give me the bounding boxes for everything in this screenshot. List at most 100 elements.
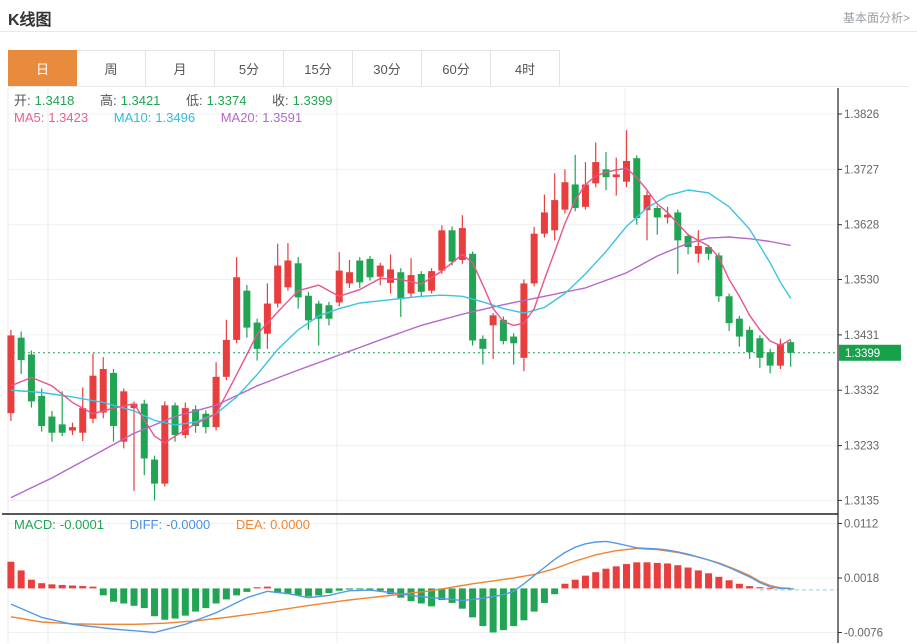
candle xyxy=(294,263,302,298)
candle xyxy=(7,335,15,414)
candle xyxy=(540,212,548,234)
candle xyxy=(561,182,569,210)
candle xyxy=(469,253,477,341)
tab-month[interactable]: 月 xyxy=(146,50,215,87)
macd-bar xyxy=(181,588,189,616)
macd-bar xyxy=(140,588,148,609)
macd-bar xyxy=(233,588,241,596)
macd-bar xyxy=(110,588,117,602)
dea-value: 0.0000 xyxy=(270,517,310,532)
candle xyxy=(746,329,754,353)
candle xyxy=(520,283,528,358)
page-title: K线图 xyxy=(8,12,52,29)
tab-week[interactable]: 周 xyxy=(77,50,146,87)
candle xyxy=(79,408,87,433)
candle xyxy=(407,275,415,294)
candle xyxy=(335,270,343,303)
price-axis-label: 1.3431 xyxy=(844,330,879,342)
tab-15min[interactable]: 15分 xyxy=(284,50,353,87)
macd-legend: MACD: -0.0001 DIFF: -0.0000 DEA: 0.0000 xyxy=(14,517,314,532)
macd-bar xyxy=(48,584,56,589)
macd-bar xyxy=(294,588,302,596)
macd-bar xyxy=(243,588,251,592)
tab-30min[interactable]: 30分 xyxy=(353,50,422,87)
tab-5min[interactable]: 5分 xyxy=(215,50,284,87)
macd-bar xyxy=(756,587,764,589)
current-price-badge-label: 1.3399 xyxy=(845,348,880,360)
macd-bar xyxy=(222,588,230,600)
macd-bar xyxy=(58,584,66,589)
candle xyxy=(715,255,723,297)
macd-bar xyxy=(479,588,487,627)
macd-bar xyxy=(212,588,220,604)
candle xyxy=(58,424,66,433)
tab-60min[interactable]: 60分 xyxy=(422,50,491,87)
macd-axis-label: 0.0018 xyxy=(844,573,879,585)
ma5-value: 1.3423 xyxy=(48,110,89,125)
candle xyxy=(438,230,446,271)
candle xyxy=(674,212,682,241)
candle xyxy=(694,245,702,254)
candle xyxy=(756,338,764,358)
macd-bar xyxy=(746,586,754,589)
macd-bar xyxy=(766,587,774,589)
macd-bar xyxy=(694,570,702,589)
macd-bar xyxy=(612,566,620,589)
macd-label: MACD: xyxy=(14,517,56,532)
candle xyxy=(458,228,466,260)
dea-line xyxy=(10,547,791,625)
macd-bar xyxy=(17,570,25,589)
macd-bar xyxy=(366,588,374,590)
fundamental-analysis-link[interactable]: 基本面分析> xyxy=(842,11,910,25)
macd-bar xyxy=(705,573,713,589)
candle xyxy=(212,376,220,428)
macd-bar xyxy=(510,588,518,627)
macd-bar xyxy=(376,588,384,591)
macd-bar xyxy=(489,588,497,633)
candle xyxy=(140,403,148,459)
macd-bar xyxy=(725,580,733,589)
candle xyxy=(345,272,353,284)
ma10-label: MA10: xyxy=(113,110,152,125)
candle xyxy=(623,160,630,182)
candle xyxy=(387,269,395,283)
candle xyxy=(48,416,56,433)
macd-bar xyxy=(345,588,353,590)
macd-bar xyxy=(192,588,200,612)
candle xyxy=(202,413,210,428)
macd-bar xyxy=(438,588,446,600)
macd-bar xyxy=(602,568,610,589)
macd-bar xyxy=(684,567,692,589)
macd-bar xyxy=(151,588,159,617)
candle xyxy=(315,303,323,319)
candle xyxy=(643,195,651,211)
macd-bar xyxy=(274,588,282,594)
candle xyxy=(151,459,159,484)
diff-line xyxy=(10,540,791,634)
price-axis-label: 1.3826 xyxy=(844,109,879,121)
candle xyxy=(428,271,436,291)
candle xyxy=(17,337,25,361)
macd-bar xyxy=(458,588,466,609)
candle xyxy=(376,265,384,277)
close-value: 1.3399 xyxy=(292,93,333,108)
open-value: 1.3418 xyxy=(34,93,75,108)
tab-day[interactable]: 日 xyxy=(8,50,77,87)
macd-bar xyxy=(387,588,395,595)
candle xyxy=(99,368,107,413)
candle xyxy=(735,318,743,337)
candle xyxy=(274,265,282,304)
macd-bar xyxy=(633,562,641,589)
candle xyxy=(776,343,784,366)
candle xyxy=(766,352,774,366)
tab-4hour[interactable]: 4时 xyxy=(491,50,560,87)
candle xyxy=(161,405,169,484)
macd-bar xyxy=(89,586,97,589)
candle xyxy=(612,174,620,178)
macd-axis-label: 0.0112 xyxy=(844,518,878,530)
candle xyxy=(222,339,230,377)
macd-bar xyxy=(653,562,661,589)
candle xyxy=(787,342,795,353)
price-axis-label: 1.3135 xyxy=(844,495,879,507)
